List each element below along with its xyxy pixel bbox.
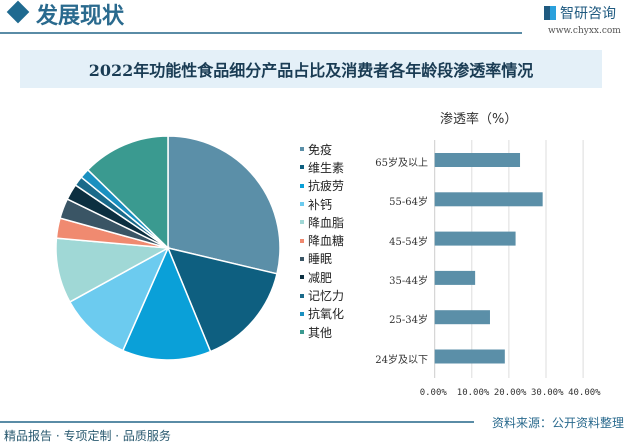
legend-label: 其他 [308,325,333,340]
pie-legend: 免疫维生素抗疲劳补钙降血脂降血糖睡眠减肥记忆力抗氧化其他 [300,140,344,341]
bar-2 [434,231,516,246]
legend-item: 减肥 [300,268,344,286]
legend-label: 减肥 [308,270,333,285]
y-category-label: 65岁及以上 [375,158,428,169]
pie-slice-2 [121,246,212,361]
chart-title: 2022年功能性食品细分产品占比及消费者各年龄段渗透率情况 [88,61,534,80]
legend-item: 降血糖 [300,231,344,249]
legend-swatch [300,165,304,170]
bar-5 [434,349,505,364]
bar-3 [434,270,476,285]
y-category-label: 55-64岁 [389,197,428,209]
legend-label: 维生素 [308,160,345,175]
y-category-label: 25-34岁 [389,315,428,327]
bar-1 [434,192,543,207]
pie-slice-3 [68,246,170,352]
x-tick-label: 10.00% [456,388,490,398]
legend-label: 补钙 [308,197,333,212]
pie-slice-1 [166,246,278,353]
bar-0 [434,153,521,167]
site-url: www.chyxx.com [548,26,621,36]
legend-swatch [300,147,304,152]
x-tick-label: 30.00% [531,388,564,398]
x-tick-label: 0.00% [419,388,447,398]
source-note: 资料来源：公开资料整理 [492,416,625,430]
legend-swatch [300,293,304,298]
legend-swatch [300,330,304,335]
bar-4 [434,310,490,325]
legend-label: 免疫 [308,142,333,157]
x-tick-label: 20.00% [493,388,527,398]
legend-label: 降血糖 [308,234,345,249]
legend-label: 抗氧化 [308,307,345,322]
legend-swatch [300,256,304,261]
section-title: 发展现状 [36,3,125,29]
legend-label: 睡眠 [308,252,333,267]
legend-label: 记忆力 [308,289,345,304]
x-tick-label: 40.00% [568,388,601,398]
legend-swatch [300,183,304,188]
legend-item: 其他 [300,323,344,341]
legend-item: 睡眠 [300,250,344,268]
legend-item: 抗氧化 [300,305,344,323]
legend-label: 降血脂 [308,215,345,230]
legend-label: 抗疲劳 [308,179,345,194]
y-category-label: 24岁及以下 [375,354,428,366]
header-divider [0,32,522,34]
legend-swatch [300,202,304,207]
legend-swatch [300,311,304,316]
legend-item: 免疫 [300,140,344,158]
pie-slice-0 [167,135,281,275]
footer-divider [0,421,474,423]
footer-slogan: 精品报告 · 专项定制 · 品质服务 [4,429,171,443]
brand-logo: 智研咨询 [544,3,616,23]
y-category-label: 35-44岁 [389,275,428,287]
legend-swatch [300,220,304,225]
legend-item: 补钙 [300,195,344,213]
pie-chart [55,135,281,361]
legend-swatch [300,238,304,243]
legend-item: 记忆力 [300,286,344,304]
y-category-label: 45-54岁 [389,236,428,248]
pie-slice-10 [86,135,169,250]
logo-icon [544,6,556,20]
logo-text: 智研咨询 [560,6,616,22]
title-banner: 2022年功能性食品细分产品占比及消费者各年龄段渗透率情况 [20,50,602,88]
legend-item: 降血脂 [300,213,344,231]
bar-chart [434,140,584,378]
bar-chart-title: 渗透率（%） [440,112,518,127]
legend-swatch [300,275,304,280]
legend-item: 维生素 [300,158,344,176]
legend-item: 抗疲劳 [300,177,344,195]
